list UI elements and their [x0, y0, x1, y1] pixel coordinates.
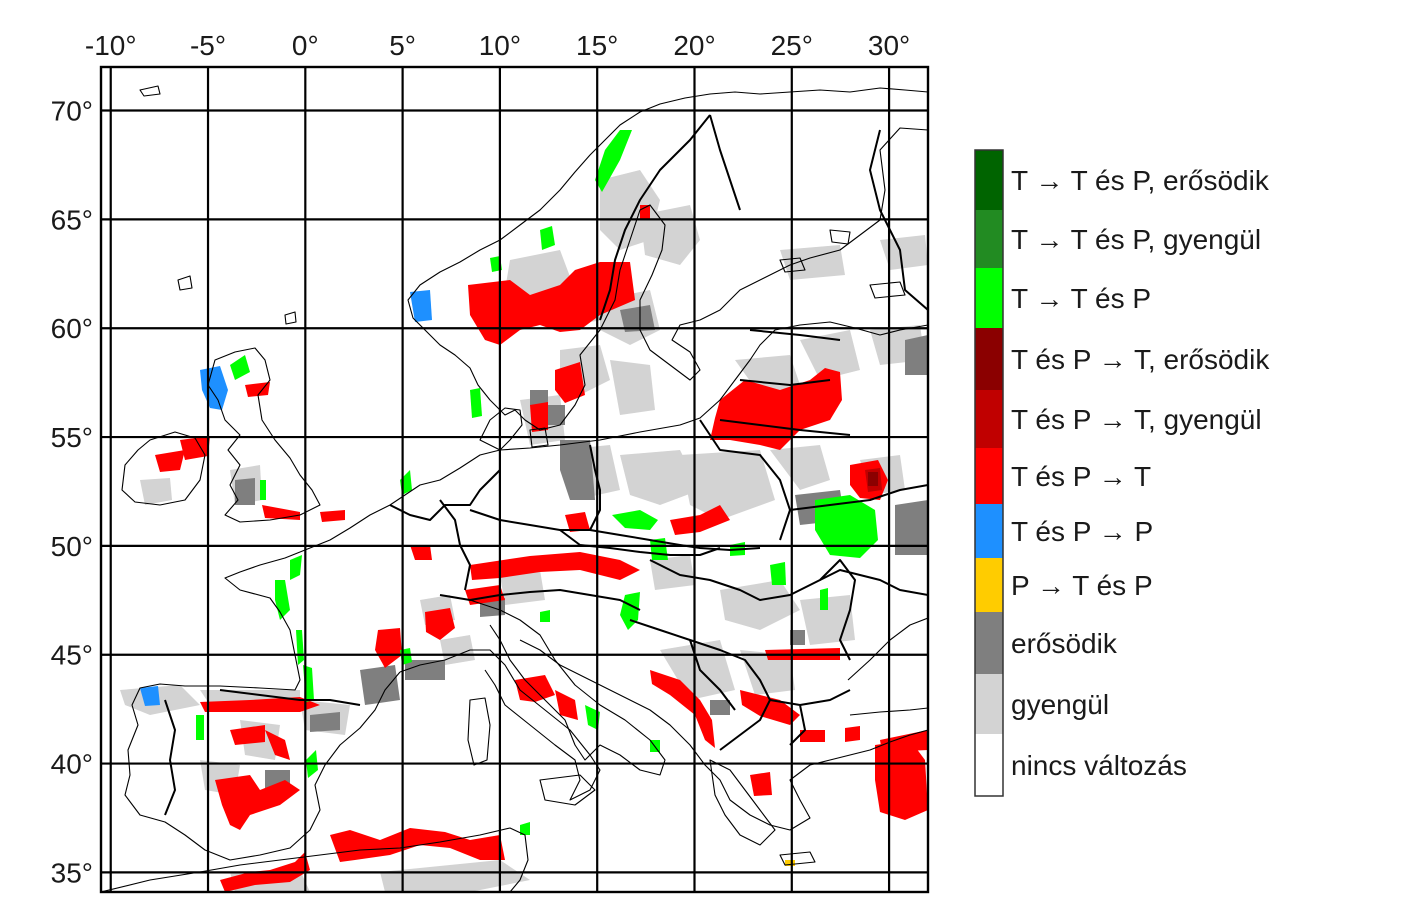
- legend-swatch: [975, 210, 1003, 268]
- legend-label: T → T és P, gyengül: [1011, 224, 1261, 255]
- coastline-sardinia-corsica: [467, 697, 491, 766]
- latitude-tick-labels: 70° 65° 60° 55° 50° 45° 40° 35°: [51, 96, 93, 889]
- border-bulgaria: [769, 689, 851, 746]
- border-hungary-romania: [649, 559, 856, 661]
- border-france-benelux: [389, 469, 501, 521]
- legend-swatch: [975, 734, 1003, 796]
- coastline-greece: [709, 759, 816, 866]
- border-belarus-ukraine: [789, 484, 928, 511]
- legend-item: T és P → T: [975, 448, 1151, 504]
- map-frame: [99, 65, 930, 894]
- longitude-tick-label: 30°: [868, 30, 910, 61]
- latitude-tick-label: 35°: [51, 857, 93, 888]
- border-alps: [439, 589, 641, 611]
- latitude-tick-label: 40°: [51, 749, 93, 780]
- legend-swatch: [975, 504, 1003, 558]
- legend-item: T és P → T, erősödik: [975, 328, 1270, 390]
- longitude-tick-label: 25°: [771, 30, 813, 61]
- legend-label: T és P → T, erősödik: [1011, 344, 1270, 375]
- legend-item: T és P → T, gyengül: [975, 390, 1262, 448]
- border-norway-sweden: [599, 114, 711, 321]
- longitude-tick-label: 5°: [389, 30, 416, 61]
- border-moldova-ukraine: [819, 569, 928, 596]
- border-spain-portugal: [164, 699, 176, 816]
- legend-label: T és P → P: [1011, 516, 1153, 547]
- legend-swatch: [975, 268, 1003, 328]
- coastline-scandinavia: [407, 87, 928, 431]
- latitude-tick-label: 60°: [51, 313, 93, 344]
- border-baltics: [719, 329, 851, 436]
- map-panel: -10° -5° 0° 5° 10° 15° 20° 25° 30° 70° 65° 60° 55° 5…: [51, 30, 930, 894]
- legend-item: T → T és P: [975, 268, 1151, 328]
- legend-swatch: [975, 674, 1003, 734]
- legend-swatch: [975, 150, 1003, 210]
- longitude-tick-label: 0°: [292, 30, 319, 61]
- graticule: [101, 67, 928, 892]
- legend-swatch: [975, 328, 1003, 390]
- border-central-europe: [469, 509, 761, 551]
- coastline-great-britain: [207, 347, 321, 523]
- border-france-spain: [219, 689, 361, 706]
- legend-colorbar-frame: [974, 149, 1004, 797]
- latitude-tick-label: 50°: [51, 531, 93, 562]
- longitude-tick-labels: -10° -5° 0° 5° 10° 15° 20° 25° 30°: [85, 30, 910, 61]
- legend-label: T és P → T, gyengül: [1011, 404, 1262, 435]
- longitude-tick-label: -10°: [85, 30, 137, 61]
- legend-item: gyengül: [975, 674, 1109, 734]
- legend-swatch: [975, 390, 1003, 448]
- patches-tp-to-t-erosodik: [868, 472, 878, 486]
- border-sweden-finland: [709, 114, 741, 211]
- legend-label: nincs változás: [1011, 750, 1187, 781]
- legend-swatch: [975, 612, 1003, 674]
- latitude-tick-label: 55°: [51, 422, 93, 453]
- coastline-italy: [469, 599, 666, 776]
- border-poland-east: [699, 419, 791, 541]
- legend-item: T → T és P, erősödik: [975, 150, 1270, 210]
- legend-label: T → T és P: [1011, 283, 1151, 314]
- patches-erosodik: [235, 305, 928, 790]
- legend-label: gyengül: [1011, 689, 1109, 720]
- latitude-tick-label: 70°: [51, 96, 93, 127]
- longitude-tick-label: 20°: [673, 30, 715, 61]
- coastline-denmark: [479, 407, 549, 451]
- legend-label: P → T és P: [1011, 570, 1153, 601]
- legend-item: T és P → P: [975, 504, 1153, 558]
- coastline-small-islands: [139, 85, 297, 325]
- legend-item: nincs változás: [975, 734, 1187, 796]
- coastlines: [101, 85, 928, 892]
- coastline-north-africa: [101, 827, 529, 892]
- legend-item: P → T és P: [975, 558, 1153, 612]
- legend-swatch: [975, 448, 1003, 504]
- longitude-tick-label: 15°: [576, 30, 618, 61]
- legend: T → T és P, erősödik T → T és P, gyengül T…: [974, 149, 1270, 797]
- coastline-continent-west: [124, 449, 501, 861]
- country-borders: [164, 114, 928, 816]
- legend-label: T → T és P, erősödik: [1011, 165, 1270, 196]
- legend-label: T és P → T: [1011, 461, 1151, 492]
- coastline-sicily: [539, 774, 596, 806]
- legend-item: T → T és P, gyengül: [975, 210, 1261, 268]
- longitude-tick-label: 10°: [479, 30, 521, 61]
- latitude-tick-label: 65°: [51, 204, 93, 235]
- longitude-tick-label: -5°: [190, 30, 226, 61]
- patches-t-to-tp: [196, 130, 878, 835]
- legend-label: erősödik: [1011, 628, 1118, 659]
- legend-item: erősödik: [975, 612, 1118, 674]
- legend-swatch: [975, 558, 1003, 612]
- latitude-tick-label: 45°: [51, 640, 93, 671]
